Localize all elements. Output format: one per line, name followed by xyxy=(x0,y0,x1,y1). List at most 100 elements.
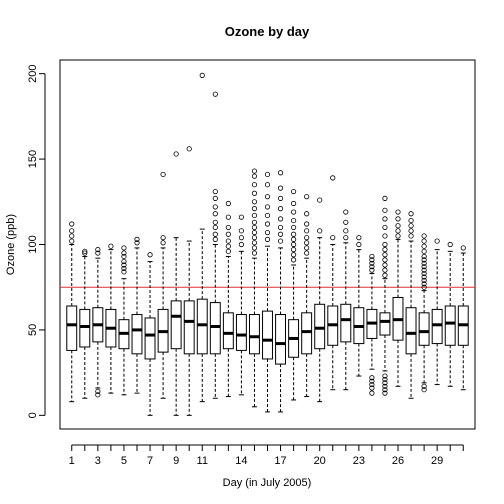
outlier-point xyxy=(421,267,427,273)
outlier-point xyxy=(395,216,401,222)
x-tick-label: 1 xyxy=(69,455,75,467)
outlier-point xyxy=(147,252,153,258)
outlier-point xyxy=(277,238,284,244)
x-tick-label: 11 xyxy=(197,455,208,467)
outlier-point xyxy=(382,387,388,393)
box-day-26 xyxy=(392,209,404,387)
outlier-point xyxy=(251,182,258,188)
outlier-point xyxy=(69,238,75,244)
outlier-point xyxy=(212,236,218,242)
outlier-point xyxy=(369,381,375,388)
outlier-point xyxy=(291,224,297,231)
outlier-point xyxy=(173,151,179,157)
box-iqr xyxy=(340,303,352,343)
outlier-point xyxy=(251,229,258,236)
box-day-28 xyxy=(418,233,430,393)
outlier-point xyxy=(408,228,414,234)
outlier-point xyxy=(434,238,440,244)
outlier-point xyxy=(317,197,323,203)
outlier-point xyxy=(291,236,297,242)
outlier-point xyxy=(304,221,310,227)
outlier-point xyxy=(291,217,297,224)
outlier-point xyxy=(212,231,218,237)
outlier-point xyxy=(291,252,297,258)
outlier-point xyxy=(317,228,323,234)
outlier-point xyxy=(69,228,75,234)
box-iqr xyxy=(379,312,391,336)
outlier-point xyxy=(212,219,218,225)
outlier-point xyxy=(395,233,401,239)
outlier-point xyxy=(291,209,297,215)
outlier-point xyxy=(264,204,271,210)
box-day-24 xyxy=(366,253,378,396)
outlier-point xyxy=(212,91,218,97)
outlier-point xyxy=(160,240,166,246)
outlier-point xyxy=(421,248,427,254)
x-tick-label: 9 xyxy=(173,455,179,467)
outlier-point xyxy=(382,216,388,222)
x-tick-label: 17 xyxy=(274,455,286,467)
outlier-point xyxy=(251,206,258,212)
outlier-point xyxy=(251,199,258,205)
box-iqr xyxy=(248,314,260,355)
box-day-1 xyxy=(66,221,78,403)
outlier-point xyxy=(134,236,140,242)
box-iqr xyxy=(431,308,443,345)
box-day-8 xyxy=(157,171,169,399)
outlier-point xyxy=(225,238,231,244)
outlier-point xyxy=(121,245,127,251)
box-day-6 xyxy=(131,236,143,394)
outlier-point xyxy=(421,270,427,277)
outlier-point xyxy=(356,235,362,241)
outlier-point xyxy=(238,235,244,241)
x-tick-label: 23 xyxy=(353,455,365,467)
box-day-18 xyxy=(288,188,300,401)
box-day-15 xyxy=(248,168,260,408)
outlier-point xyxy=(277,231,284,237)
outlier-point xyxy=(291,188,297,195)
box-iqr xyxy=(235,314,247,351)
y-tick-label: 100 xyxy=(27,235,39,253)
box-iqr xyxy=(131,314,143,355)
box-day-31 xyxy=(457,245,469,391)
outlier-point xyxy=(225,214,231,220)
y-tick-label: 150 xyxy=(27,150,39,168)
outlier-point xyxy=(199,72,205,78)
outlier-point xyxy=(251,219,258,225)
x-tick-label: 20 xyxy=(314,455,326,467)
box-iqr xyxy=(418,312,430,346)
box-iqr xyxy=(144,317,156,360)
outlier-point xyxy=(369,267,375,273)
outlier-point xyxy=(343,235,349,241)
outlier-point xyxy=(421,281,427,287)
box-iqr xyxy=(314,303,326,350)
outlier-point xyxy=(382,252,388,258)
outlier-point xyxy=(382,233,388,239)
outlier-point xyxy=(421,257,427,263)
box-iqr xyxy=(405,307,417,355)
box-iqr xyxy=(444,305,456,346)
box-day-25 xyxy=(379,195,391,396)
x-axis: 1 3 5 7 9 11 14 17 20 23 26 29 xyxy=(69,444,464,467)
box-day-10 xyxy=(183,146,195,416)
outlier-point xyxy=(238,214,244,220)
outlier-point xyxy=(291,247,297,253)
outlier-point xyxy=(264,236,271,242)
outlier-point xyxy=(421,253,427,260)
outlier-point xyxy=(251,212,258,219)
outlier-point xyxy=(160,171,166,178)
box-day-17 xyxy=(275,170,287,413)
box-iqr xyxy=(183,300,195,355)
outlier-point xyxy=(421,238,427,244)
box-day-27 xyxy=(405,211,417,399)
outlier-point xyxy=(382,272,388,278)
outlier-point xyxy=(369,253,375,260)
outlier-point xyxy=(408,223,414,229)
outlier-point xyxy=(264,194,271,200)
box-day-2 xyxy=(79,248,91,399)
outlier-point xyxy=(382,373,388,379)
box-day-20 xyxy=(314,197,326,403)
x-tick-label: 29 xyxy=(431,455,443,467)
outlier-point xyxy=(277,195,284,201)
outlier-point xyxy=(264,171,271,178)
